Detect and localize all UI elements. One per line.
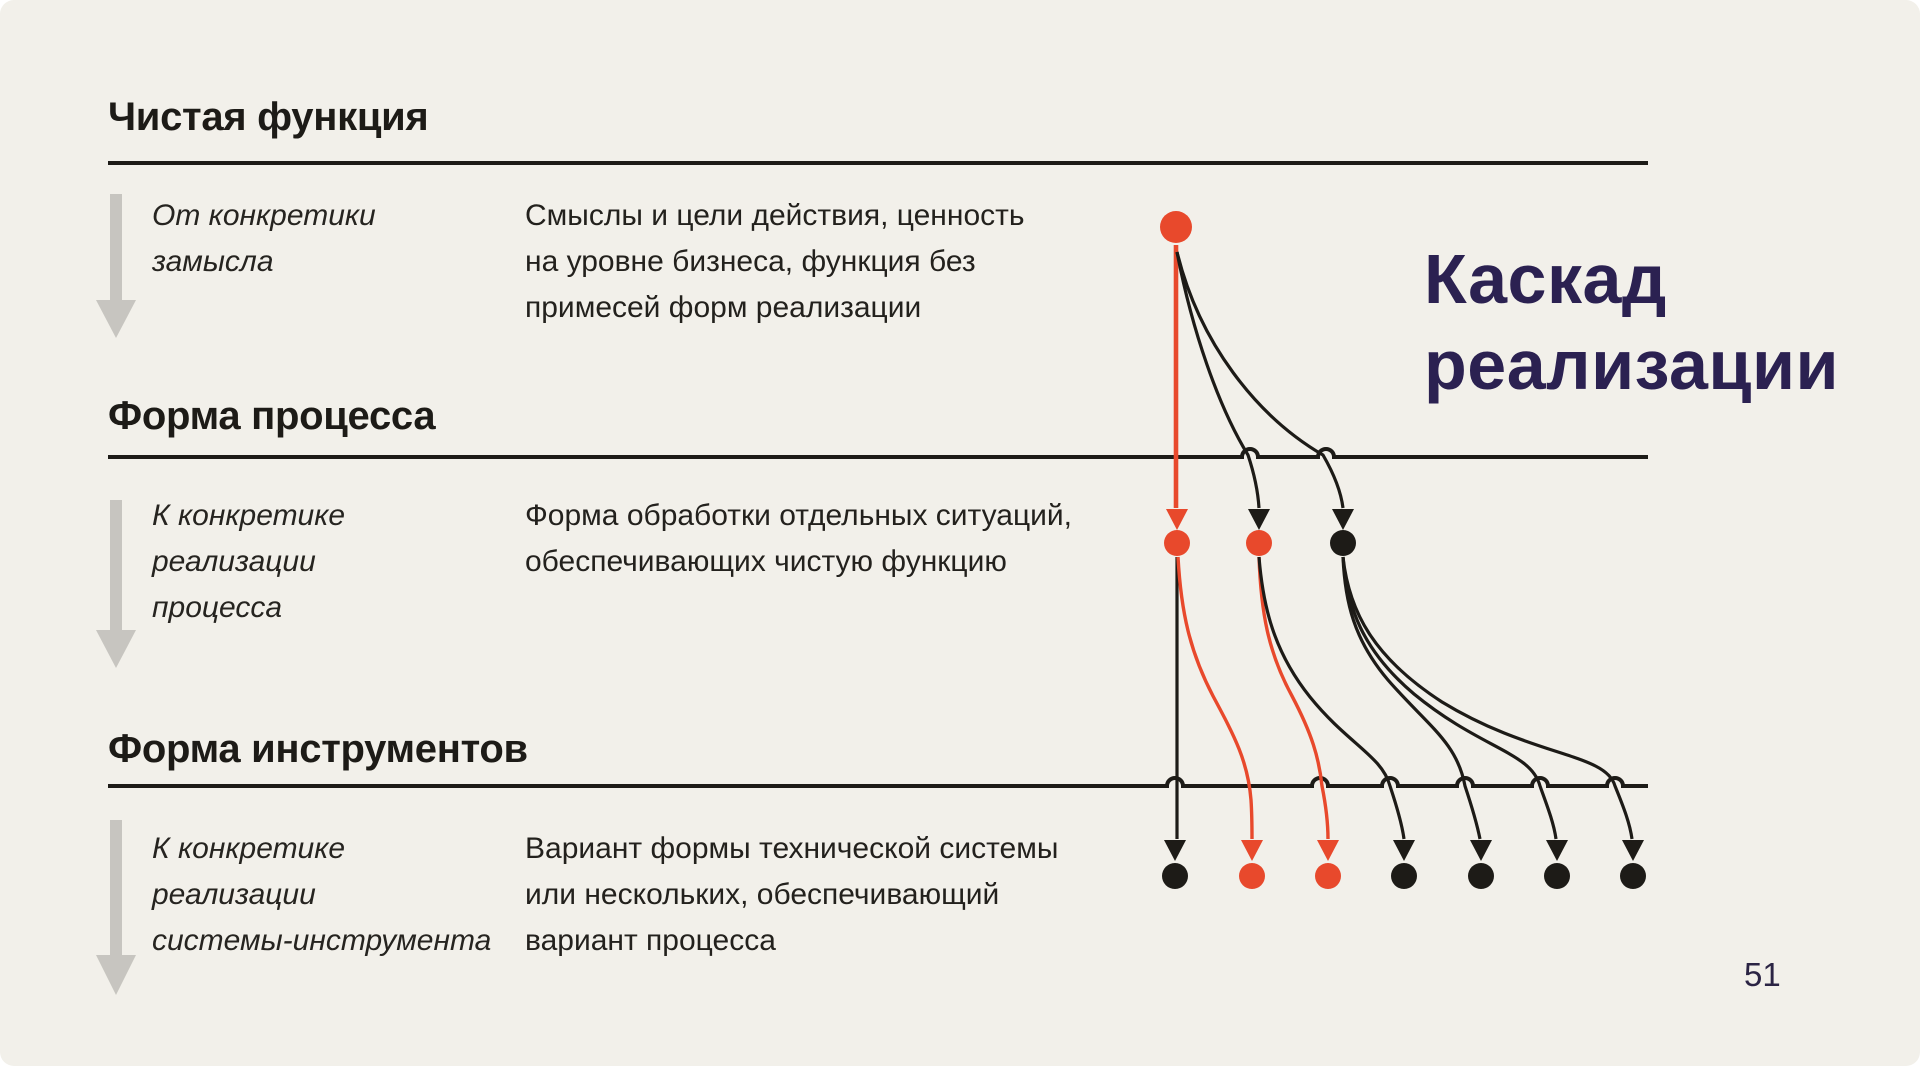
guide-text-pure-function: От конкретики замысла — [152, 199, 376, 278]
page-number: 51 — [1744, 956, 1781, 993]
edge-arrowhead — [1332, 509, 1354, 530]
edge-arrowhead — [1241, 840, 1263, 861]
edge-process2-to-tool-3 — [1257, 556, 1330, 840]
cascade-dot-tool-form — [1544, 863, 1570, 889]
level-heading-tool-form: Форма инструментов — [108, 727, 528, 771]
edge-arrowhead — [1166, 509, 1188, 530]
cascade-dot-process-form — [1246, 530, 1272, 556]
level-heading-process-form: Форма процесса — [108, 394, 436, 438]
cascade-dot-tool-form — [1239, 863, 1265, 889]
guide-text-process-form: К конкретике реализации процесса — [152, 499, 346, 624]
down-arrow-icon — [96, 194, 136, 338]
edge-process3-to-tool-7 — [1341, 556, 1634, 840]
edge-function-to-process-2 — [1175, 251, 1261, 509]
cascade-dot-pure-function — [1160, 211, 1192, 243]
edge-arrowhead — [1164, 840, 1186, 861]
edge-arrowhead — [1248, 509, 1270, 530]
edge-arrowhead — [1317, 840, 1339, 861]
edge-process3-to-tool-6 — [1341, 556, 1558, 840]
edge-process1-to-tool-2 — [1176, 556, 1254, 840]
rule-tool-form — [108, 776, 1648, 788]
body-text-pure-function: Смыслы и цели действия, ценность на уров… — [525, 199, 1025, 324]
edge-process2-to-tool-4 — [1257, 556, 1406, 840]
rule-process-form — [108, 447, 1648, 459]
guide-text-tool-form: К конкретике реализации системы-инструме… — [152, 832, 492, 957]
slide-title: Каскад реализации — [1424, 240, 1840, 404]
cascade-dot-process-form — [1164, 530, 1190, 556]
cascade-dots — [1160, 211, 1646, 889]
down-arrow-icon — [96, 820, 136, 995]
cascade-dot-tool-form — [1620, 863, 1646, 889]
cascade-dot-tool-form — [1162, 863, 1188, 889]
body-text-process-form: Форма обработки отдельных ситуаций, обес… — [525, 499, 1073, 578]
down-arrow-icon — [96, 500, 136, 668]
edge-process3-to-tool-5 — [1341, 556, 1482, 840]
edge-arrowhead — [1470, 840, 1492, 861]
cascade-dot-tool-form — [1468, 863, 1494, 889]
edge-arrowhead — [1622, 840, 1644, 861]
edge-arrowhead — [1393, 840, 1415, 861]
edge-function-to-process-3 — [1175, 251, 1345, 509]
body-text-tool-form: Вариант формы технической системы или не… — [525, 832, 1059, 957]
cascade-dot-tool-form — [1315, 863, 1341, 889]
cascade-dot-tool-form — [1391, 863, 1417, 889]
cascade-dot-process-form — [1330, 530, 1356, 556]
edge-arrowhead — [1546, 840, 1568, 861]
level-heading-pure-function: Чистая функция — [108, 95, 429, 139]
